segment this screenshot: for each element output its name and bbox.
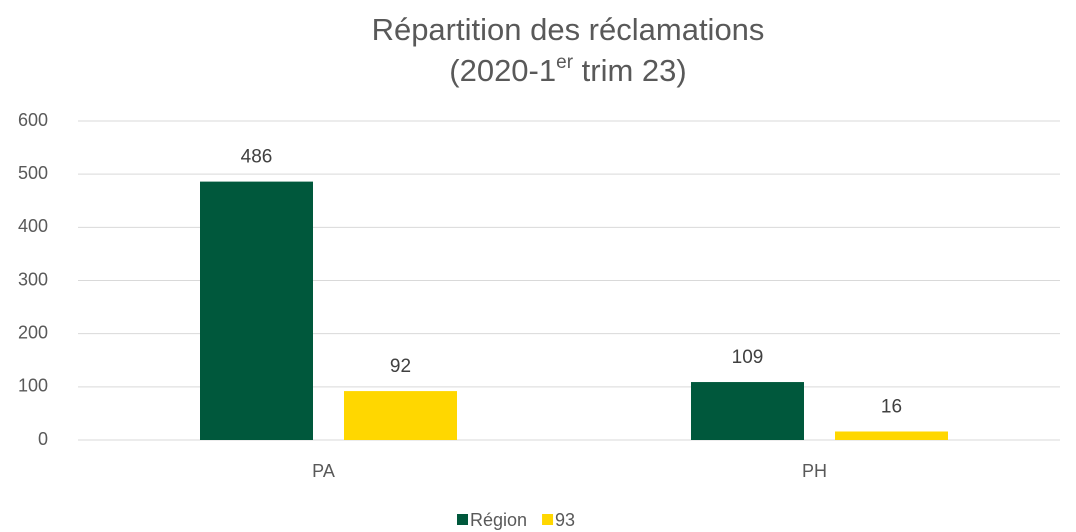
value-label: 92	[390, 356, 411, 377]
y-tick-label: 600	[18, 110, 48, 130]
legend-swatch	[542, 514, 554, 525]
y-tick-label: 500	[18, 163, 48, 183]
value-label: 486	[241, 147, 273, 168]
y-tick-label: 400	[18, 216, 48, 236]
value-label: 16	[881, 397, 902, 418]
x-tick-label: PH	[802, 461, 827, 481]
title-part: (2020-1	[449, 53, 556, 88]
title-part: trim 23)	[573, 53, 687, 88]
y-tick-label: 100	[18, 376, 48, 396]
title-superscript: er	[556, 52, 574, 73]
bar	[691, 382, 804, 440]
bar	[344, 391, 457, 440]
bar	[835, 431, 948, 440]
chart-subtitle: (2020-1er trim 23)	[449, 52, 686, 88]
y-tick-label: 300	[18, 269, 48, 289]
bar	[200, 181, 313, 441]
chart-title: Répartition des réclamations	[372, 12, 765, 47]
legend-label: 93	[555, 510, 575, 530]
legend-label: Région	[470, 510, 527, 530]
legend-swatch	[457, 514, 468, 525]
x-tick-label: PA	[312, 461, 335, 481]
value-label: 109	[732, 347, 764, 368]
y-tick-label: 0	[38, 429, 48, 449]
y-tick-label: 200	[18, 322, 48, 342]
